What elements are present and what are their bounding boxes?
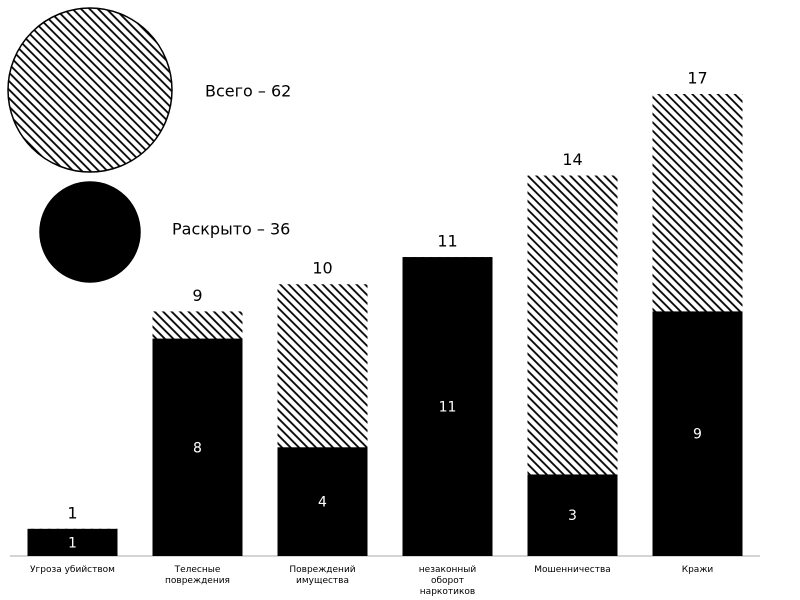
x-tick-label: Мошенничества — [534, 565, 611, 575]
value-label: 17 — [687, 69, 707, 88]
value-label: 9 — [192, 286, 202, 305]
value-label: 8 — [193, 440, 202, 456]
value-label: 14 — [562, 150, 582, 169]
legend-label: Раскрыто – 36 — [172, 220, 290, 239]
value-label: 4 — [318, 495, 327, 511]
value-label: 3 — [568, 508, 577, 524]
legend-label: Всего – 62 — [205, 82, 291, 101]
bar — [152, 338, 243, 556]
value-label: 11 — [437, 232, 457, 251]
value-label: 9 — [693, 427, 702, 443]
bar — [652, 311, 743, 556]
value-label: 11 — [439, 400, 457, 416]
value-label: 1 — [67, 503, 77, 522]
x-tick-label: Телесные повреждения — [165, 565, 230, 586]
x-tick-label: Кражи — [681, 565, 714, 575]
bar — [277, 447, 368, 556]
bar — [402, 257, 493, 556]
value-label: 10 — [312, 259, 332, 278]
value-label: 1 — [68, 535, 77, 551]
x-tick-label: незаконный оборот наркотиков — [418, 565, 477, 597]
x-tick-label: Угроза убийством — [30, 565, 115, 575]
legend-swatch — [7, 7, 173, 173]
x-tick-label: Повреждений имущества — [289, 565, 356, 586]
bar — [27, 528, 118, 556]
legend-swatch — [39, 181, 141, 283]
bar — [527, 474, 618, 556]
